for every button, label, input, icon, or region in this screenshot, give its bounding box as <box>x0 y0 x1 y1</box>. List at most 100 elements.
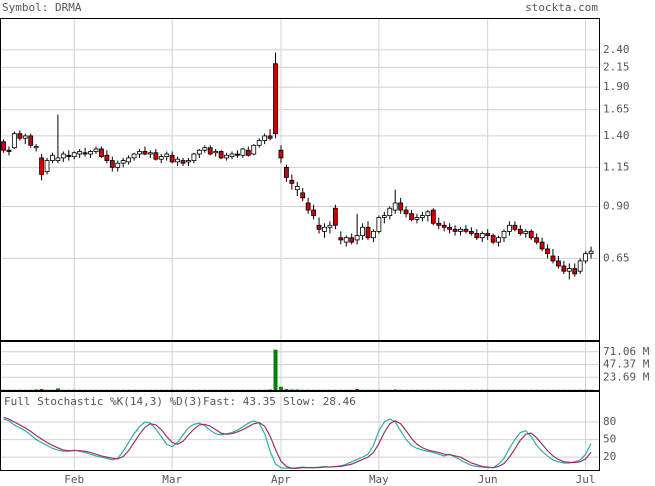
candle-body <box>474 233 480 239</box>
candle-body <box>556 260 561 267</box>
candle-body <box>158 156 164 160</box>
stochastic-line <box>3 418 592 469</box>
candle-body <box>425 211 431 216</box>
candle-body <box>109 160 115 168</box>
panel-frame <box>0 341 600 391</box>
candle-body <box>142 151 148 155</box>
candle-body <box>392 202 398 211</box>
candle-body <box>316 224 322 230</box>
candle-body <box>251 144 257 155</box>
candle-body <box>180 160 186 164</box>
candle-body <box>224 154 229 159</box>
candle-body <box>104 154 110 161</box>
volume-bar <box>278 386 283 390</box>
candle-body <box>447 226 453 230</box>
candle-body <box>273 63 278 135</box>
candle-body <box>403 209 409 215</box>
candle-body <box>6 149 12 152</box>
candle-body <box>485 233 491 236</box>
candle-body <box>458 228 463 232</box>
stochastic-line <box>3 416 592 469</box>
candle-body <box>387 207 393 216</box>
candle-body <box>452 228 458 232</box>
candle-body <box>409 213 414 220</box>
candle-body <box>196 149 202 155</box>
candle-body <box>550 255 556 262</box>
site: stockta.com <box>525 1 598 14</box>
candle-body <box>490 235 496 243</box>
candle-body <box>577 260 583 272</box>
symbol: Symbol: DRMA <box>2 1 82 14</box>
candle-body <box>572 268 578 275</box>
y-tick-label: 1.90 <box>603 80 630 93</box>
candle-body <box>436 222 442 226</box>
candle-body <box>463 228 469 232</box>
candle-body <box>22 135 28 139</box>
candle-body <box>50 154 55 161</box>
candle-body <box>126 157 132 163</box>
panel-frame <box>0 18 600 341</box>
candle-body <box>349 237 355 243</box>
candle-body <box>338 237 344 241</box>
indicator-value: Slow: 28.46 <box>283 395 356 408</box>
candle-body <box>93 148 99 152</box>
candle-body <box>88 151 93 155</box>
candle-body <box>414 217 420 220</box>
y-tick-label: 0.65 <box>603 251 630 264</box>
candle-body <box>120 160 126 164</box>
indicator-value: Fast: 43.35 <box>203 395 276 408</box>
candle-body <box>17 133 23 139</box>
candle-body <box>588 250 594 254</box>
candle-body <box>534 237 540 243</box>
candle-body <box>360 226 365 236</box>
candle-body <box>33 146 39 149</box>
candle-body <box>207 147 213 155</box>
candle-body <box>213 151 219 154</box>
candle-body <box>517 228 523 234</box>
candle-body <box>289 179 295 184</box>
candle-body <box>327 224 333 228</box>
candle-body <box>583 253 589 262</box>
volume-bar <box>295 389 300 390</box>
candle-body <box>44 160 50 172</box>
volume-bar <box>393 389 398 390</box>
candle-body <box>561 265 567 272</box>
y-tick-label: 23.69 M <box>603 370 650 383</box>
candle-body <box>60 153 66 159</box>
candle-body <box>137 151 142 155</box>
candle-body <box>245 149 251 156</box>
candle-body <box>507 224 512 232</box>
candle-body <box>523 230 529 234</box>
candle-body <box>501 230 507 239</box>
candle-body <box>398 202 404 211</box>
candle-body <box>528 230 534 239</box>
volume-bar <box>273 349 278 390</box>
y-tick-label: 50 <box>603 433 616 446</box>
y-tick-label: 0.90 <box>603 199 630 212</box>
candle-body <box>300 192 306 199</box>
indicator-title: Full Stochastic %K(14,3) %D(3) <box>4 395 203 408</box>
candle-body <box>566 268 572 272</box>
candle-body <box>479 233 485 239</box>
candle-body <box>71 152 77 157</box>
y-tick-label: 1.65 <box>603 103 630 116</box>
candle-body <box>39 157 44 175</box>
x-tick-label: Feb <box>64 473 84 486</box>
candle-body <box>99 148 104 157</box>
volume-bar <box>268 389 273 390</box>
candle-body <box>66 154 72 157</box>
candle-body <box>468 230 474 234</box>
candle-body <box>11 133 17 149</box>
y-tick-label: 1.40 <box>603 129 630 142</box>
x-tick-label: Apr <box>271 473 291 486</box>
candle-body <box>278 149 284 159</box>
candle-body <box>235 153 240 156</box>
candle-body <box>131 153 137 159</box>
y-tick-label: 71.06 M <box>603 345 650 358</box>
candle-body <box>332 207 338 226</box>
y-tick-label: 1.15 <box>603 160 630 173</box>
x-tick-label: Jun <box>478 473 498 486</box>
candle-body <box>322 226 327 232</box>
candle-body <box>186 160 191 163</box>
